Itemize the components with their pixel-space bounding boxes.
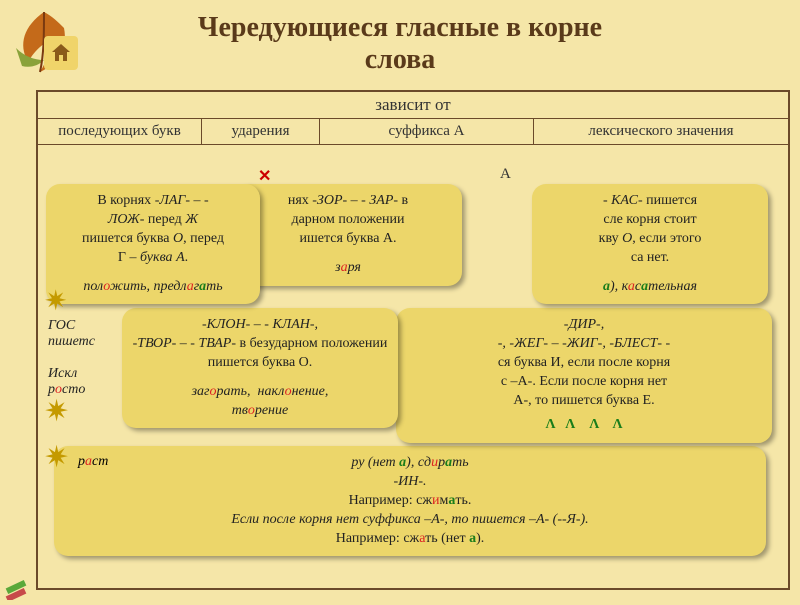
star-icon: ✷ [44,284,67,318]
col-lexical-meaning: лексического значения [534,118,788,145]
col-stress: ударения [202,118,320,145]
col-suffix-a: суффикса А [320,118,534,145]
frag-rast: раст [78,454,108,470]
title-line-1: Чередующиеся гласные в корне [198,12,602,43]
star-icon: ✷ [44,440,69,475]
card-klon-tvor: -КЛОН- – - КЛАН-, -ТВОР- – - ТВАР- в без… [122,308,398,428]
table-header-top: зависит от [38,92,788,118]
a-label: А [500,166,511,183]
table-header-row: последующих букв ударения суффикса А лек… [38,118,788,145]
frag-rost: ГОС пишетс Искл росто [48,318,95,398]
star-icon: ✷ [44,394,69,429]
cross-mark-icon: ✕ [258,166,271,186]
card-bottom-in: ру (нет а), сдирать -ИН-. Например: сжим… [54,446,766,556]
card-dir-jig: -ДИР-, -, -ЖЕГ- – -ЖИГ-, -БЛЕСТ- - ся бу… [396,308,772,443]
crayon-decoration-icon [4,570,34,600]
card-kas: - КАС- пишется сле корня стоит кву О, ес… [532,184,768,304]
card-zor-zar: нях -ЗОР- – - ЗАР- в дарном положении иш… [234,184,462,286]
col-suffix-a-label: суффикса А [326,123,527,140]
title-line-2: слова [365,44,436,75]
page-title: Чередующиеся гласные в корне слова [0,12,800,76]
col-following-letters: последующих букв [38,118,202,145]
card-lag-loj: В корнях -ЛАГ- – - ЛОЖ- перед Ж пишется … [46,184,260,304]
